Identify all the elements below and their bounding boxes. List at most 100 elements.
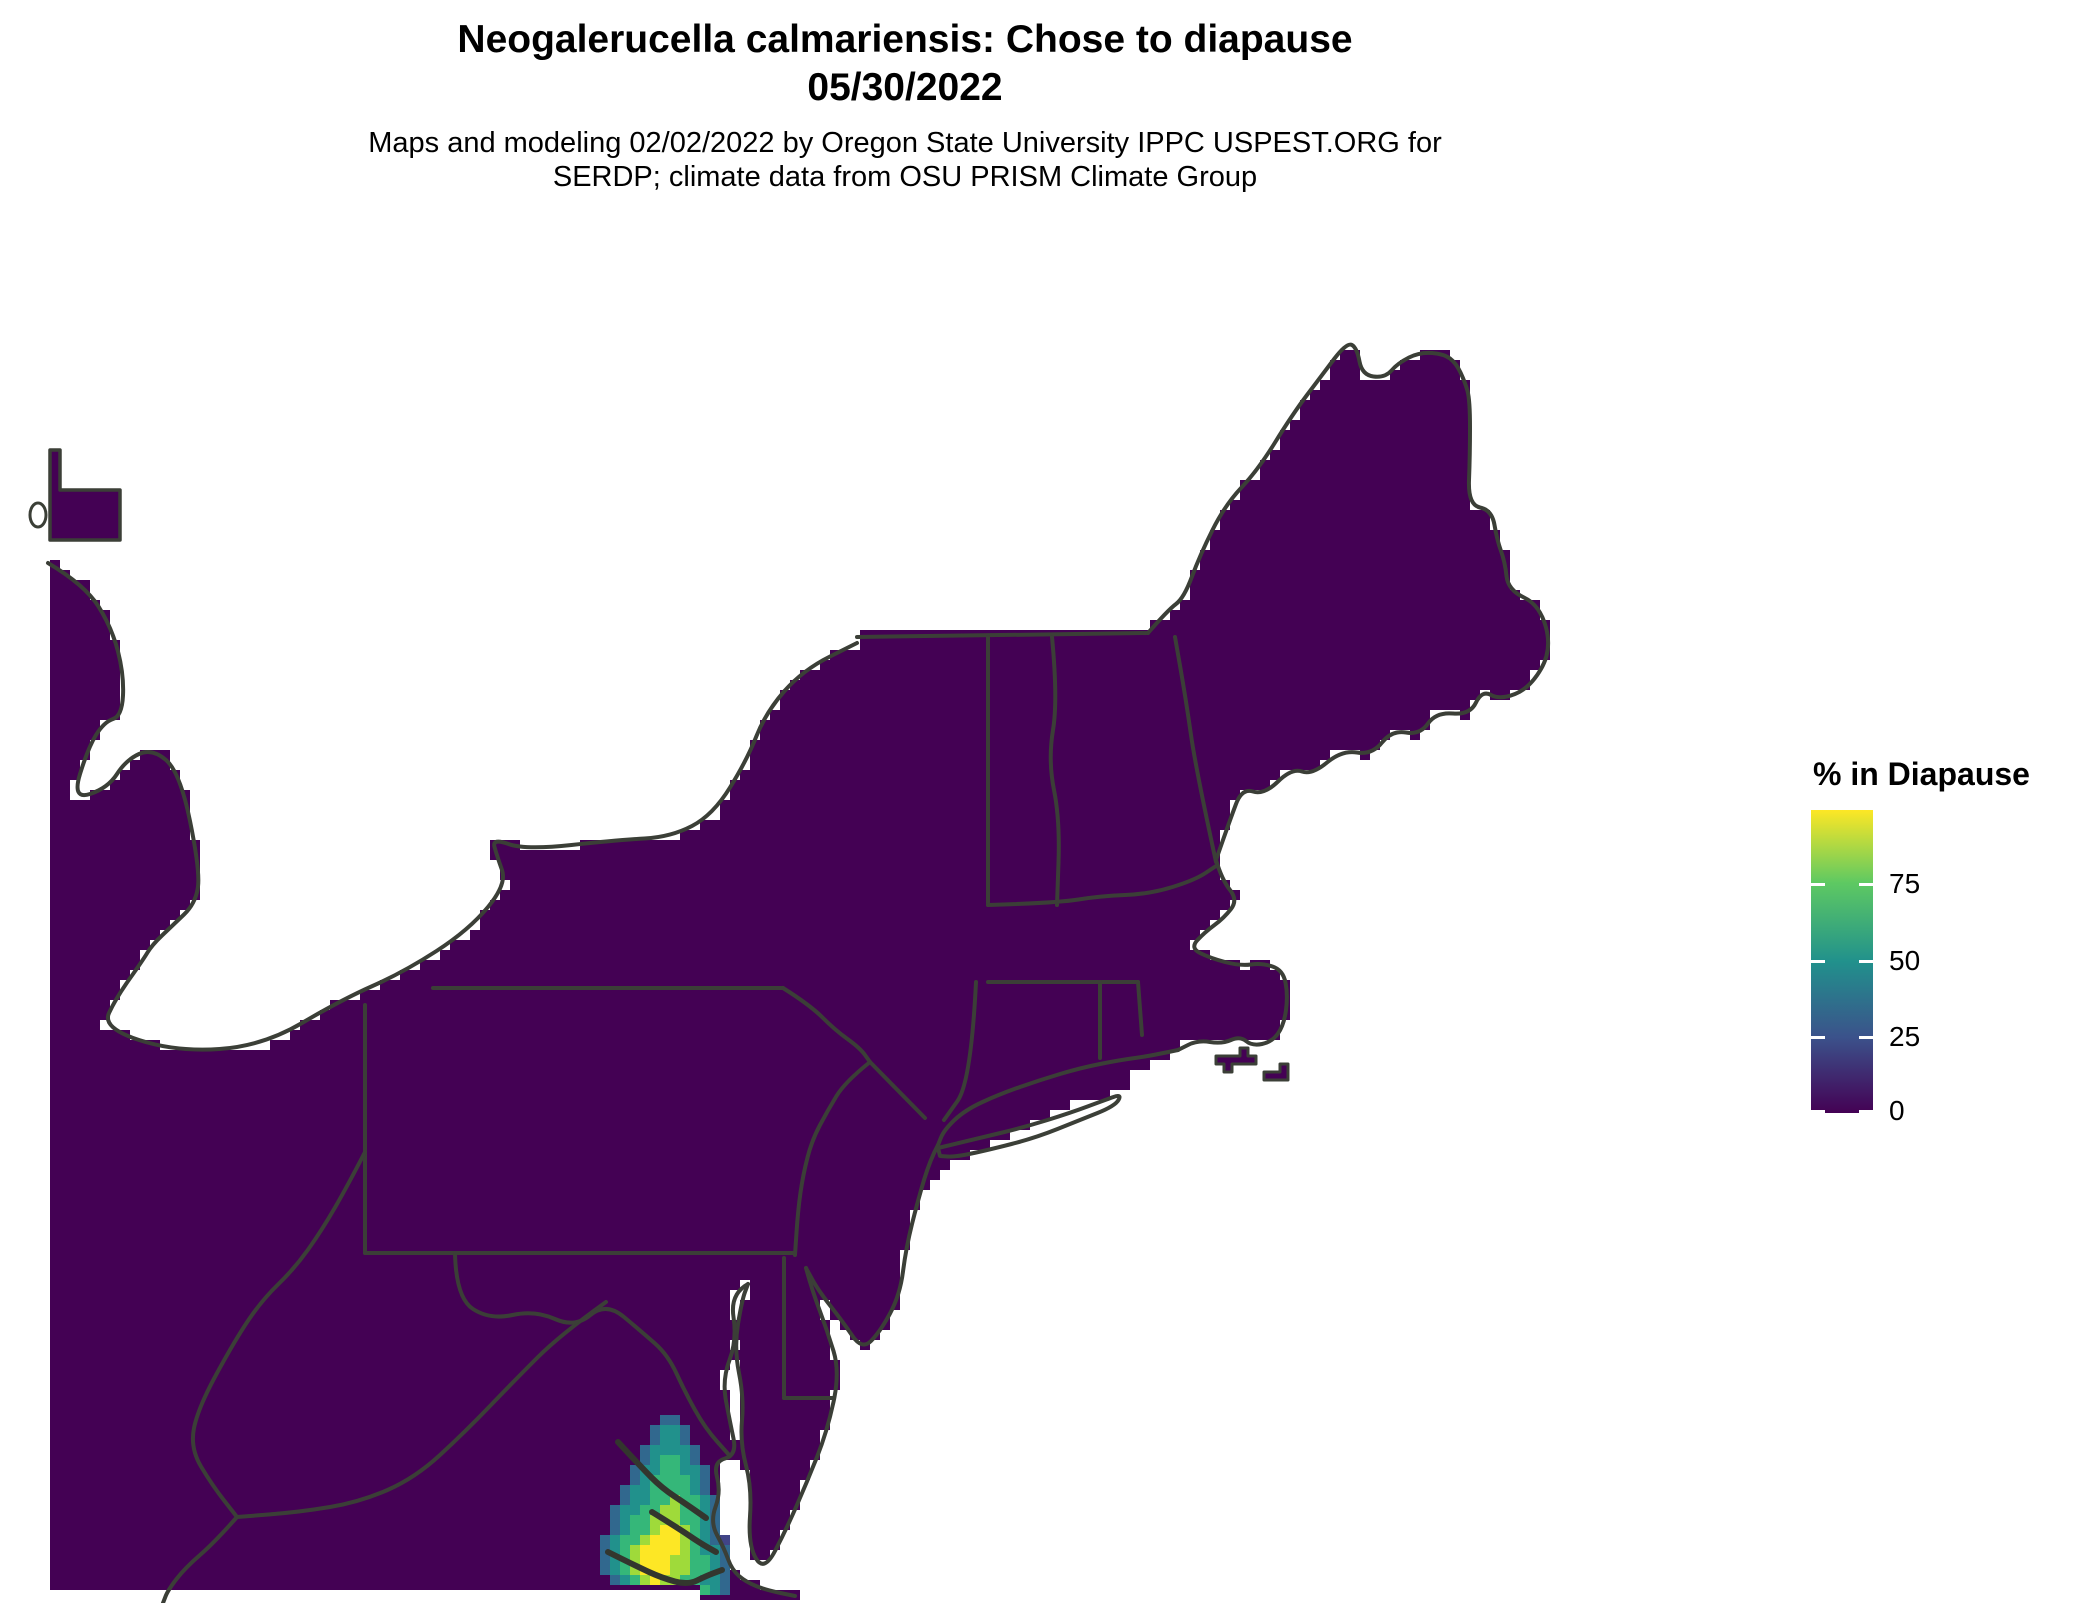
diapause-raster-cell bbox=[680, 1575, 690, 1585]
diapause-raster-cell bbox=[680, 1475, 690, 1485]
diapause-raster-cell bbox=[630, 1555, 640, 1565]
diapause-raster-cell bbox=[690, 1455, 700, 1465]
coastline-outline bbox=[1146, 342, 1551, 862]
diapause-raster-cell bbox=[660, 1545, 670, 1555]
st-joseph-island-outline bbox=[28, 501, 48, 529]
state-border bbox=[986, 864, 1218, 907]
diapause-raster-cell bbox=[670, 1545, 680, 1555]
diapause-raster-cell bbox=[630, 1505, 640, 1515]
diapause-raster-cell bbox=[680, 1535, 690, 1545]
diapause-raster-cell bbox=[620, 1485, 630, 1495]
nantucket-island bbox=[1262, 1062, 1290, 1082]
coastline-outline bbox=[804, 1143, 940, 1347]
diapause-raster-cell bbox=[630, 1515, 640, 1525]
diapause-raster-cell bbox=[630, 1525, 640, 1535]
state-border bbox=[453, 1251, 732, 1458]
diapause-raster-cell bbox=[620, 1535, 630, 1545]
diapause-raster-cell bbox=[680, 1455, 690, 1465]
coastline-outline bbox=[711, 1282, 797, 1598]
diapause-raster-cell bbox=[690, 1525, 700, 1535]
diapause-raster-cell bbox=[670, 1445, 680, 1455]
diapause-raster-cell bbox=[600, 1565, 610, 1575]
diapause-raster-cell bbox=[700, 1555, 710, 1565]
diapause-raster-cell bbox=[640, 1545, 650, 1555]
legend-title: % in Diapause bbox=[1813, 756, 2030, 792]
diapause-raster-cell bbox=[700, 1505, 710, 1515]
diapause-raster-cell bbox=[690, 1515, 700, 1525]
coastline-outline bbox=[1176, 858, 1289, 1052]
diapause-raster-cell bbox=[680, 1445, 690, 1455]
state-border bbox=[793, 1060, 872, 1257]
map-title: Neogalerucella calmariensis: Chose to di… bbox=[457, 18, 1353, 61]
state-border bbox=[1136, 980, 1144, 1037]
diapause-raster-cell bbox=[630, 1535, 640, 1545]
diapause-raster-cell bbox=[620, 1525, 630, 1535]
diapause-raster-cell bbox=[660, 1525, 670, 1535]
diapause-raster-cell bbox=[650, 1435, 660, 1445]
diapause-raster-cell bbox=[610, 1565, 620, 1575]
diapause-raster-cell bbox=[690, 1475, 700, 1485]
diapause-raster-cell bbox=[620, 1575, 630, 1585]
diapause-raster-cell bbox=[690, 1555, 700, 1565]
diapause-raster-cell bbox=[680, 1565, 690, 1575]
diapause-raster-cell bbox=[650, 1455, 660, 1465]
legend-tick-label: 75 bbox=[1889, 868, 1921, 900]
diapause-raster-cell bbox=[670, 1525, 680, 1535]
diapause-raster-cell bbox=[700, 1485, 710, 1495]
diapause-raster-cell bbox=[650, 1485, 660, 1495]
diapause-raster-cell bbox=[650, 1545, 660, 1555]
diapause-raster-cell bbox=[660, 1555, 670, 1565]
diapause-raster-cell bbox=[670, 1555, 680, 1565]
diapause-raster-cell bbox=[650, 1565, 660, 1575]
diapause-raster-cell bbox=[670, 1465, 680, 1475]
title-block: Neogalerucella calmariensis: Chose to di… bbox=[0, 16, 1810, 194]
land-silhouette bbox=[50, 340, 1550, 1600]
state-border bbox=[781, 986, 872, 1064]
state-border bbox=[235, 1300, 608, 1519]
diapause-raster-cell bbox=[660, 1415, 670, 1425]
diapause-raster-cell bbox=[670, 1455, 680, 1465]
diapause-raster-cell bbox=[610, 1535, 620, 1545]
diapause-raster-cell bbox=[630, 1495, 640, 1505]
diapause-raster-cell bbox=[680, 1485, 690, 1495]
legend-tick-mark bbox=[1859, 1036, 1873, 1040]
diapause-raster-cell bbox=[690, 1495, 700, 1505]
diapause-raster-cell bbox=[700, 1495, 710, 1505]
diapause-raster-cell bbox=[610, 1525, 620, 1535]
virginia-river bbox=[605, 1549, 725, 1586]
virginia-river bbox=[649, 1509, 719, 1555]
diapause-raster-cell bbox=[620, 1565, 630, 1575]
state-border bbox=[868, 1060, 927, 1120]
coastline-outline bbox=[734, 1266, 839, 1566]
state-border bbox=[161, 1515, 239, 1603]
diapause-raster-cell bbox=[690, 1445, 700, 1455]
diapause-raster-cell bbox=[680, 1515, 690, 1525]
diapause-raster-cell bbox=[690, 1545, 700, 1555]
coastline-outline bbox=[46, 561, 859, 1052]
state-border bbox=[1173, 635, 1218, 864]
state-border bbox=[190, 1150, 367, 1519]
diapause-raster-cell bbox=[640, 1525, 650, 1535]
diapause-raster-cell bbox=[690, 1485, 700, 1495]
legend-tick-mark bbox=[1811, 959, 1825, 963]
diapause-raster-cell bbox=[660, 1535, 670, 1545]
diapause-raster-cell bbox=[660, 1565, 670, 1575]
diapause-raster-cell bbox=[680, 1465, 690, 1475]
diapause-raster-cell bbox=[650, 1425, 660, 1435]
legend-tick-label: 25 bbox=[1889, 1021, 1921, 1053]
diapause-raster-cell bbox=[690, 1565, 700, 1575]
diapause-raster-cell bbox=[670, 1415, 680, 1425]
diapause-raster-cell bbox=[630, 1575, 640, 1585]
diapause-raster-cell bbox=[640, 1475, 650, 1485]
diapause-raster-cell bbox=[660, 1425, 670, 1435]
diapause-raster-cell bbox=[670, 1425, 680, 1435]
diapause-raster-cell bbox=[700, 1565, 710, 1575]
diapause-raster-cell bbox=[670, 1485, 680, 1495]
legend-tick-mark bbox=[1811, 1110, 1825, 1113]
coastline-outline bbox=[936, 1048, 1180, 1147]
diapause-raster-cell bbox=[700, 1525, 710, 1535]
legend: % in Diapause 75 50 25 0 bbox=[1811, 756, 2091, 1126]
diapause-raster-cell bbox=[640, 1455, 650, 1465]
diapause-raster-cell bbox=[670, 1565, 680, 1575]
